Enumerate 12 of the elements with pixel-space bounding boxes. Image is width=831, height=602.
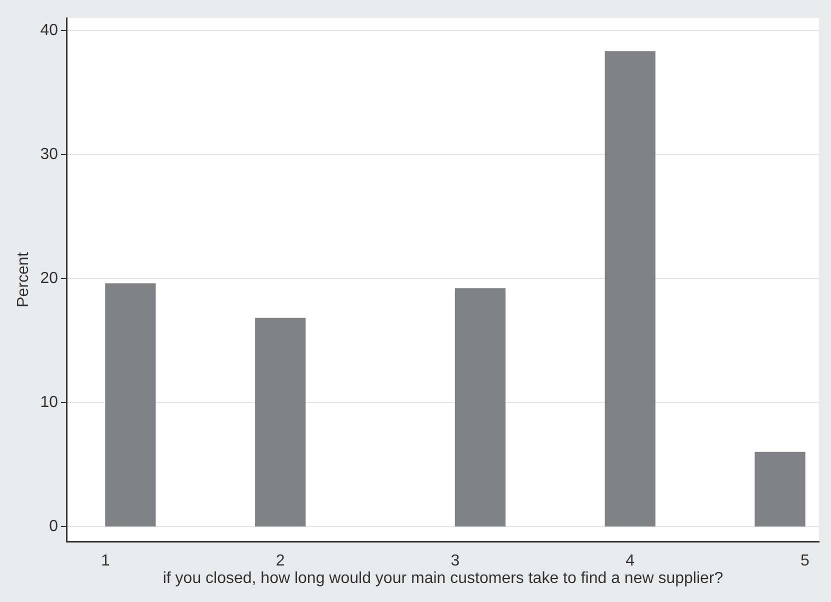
- y-tick-label: 40: [40, 22, 58, 39]
- x-tick-label: 2: [276, 552, 285, 570]
- x-axis-title: if you closed, how long would your main customers take to find a new supplier?: [162, 570, 724, 587]
- x-tick-label: 5: [800, 552, 810, 570]
- x-tick-label: 4: [626, 552, 635, 570]
- y-tick-label: 20: [40, 270, 58, 287]
- y-tick-label: 0: [49, 518, 58, 536]
- x-tick-label: 1: [101, 552, 110, 570]
- x-tick-label: 3: [450, 552, 460, 570]
- y-axis-title: Percent: [15, 252, 32, 308]
- y-tick-label: 10: [40, 394, 58, 412]
- y-tick-label: 30: [40, 146, 58, 163]
